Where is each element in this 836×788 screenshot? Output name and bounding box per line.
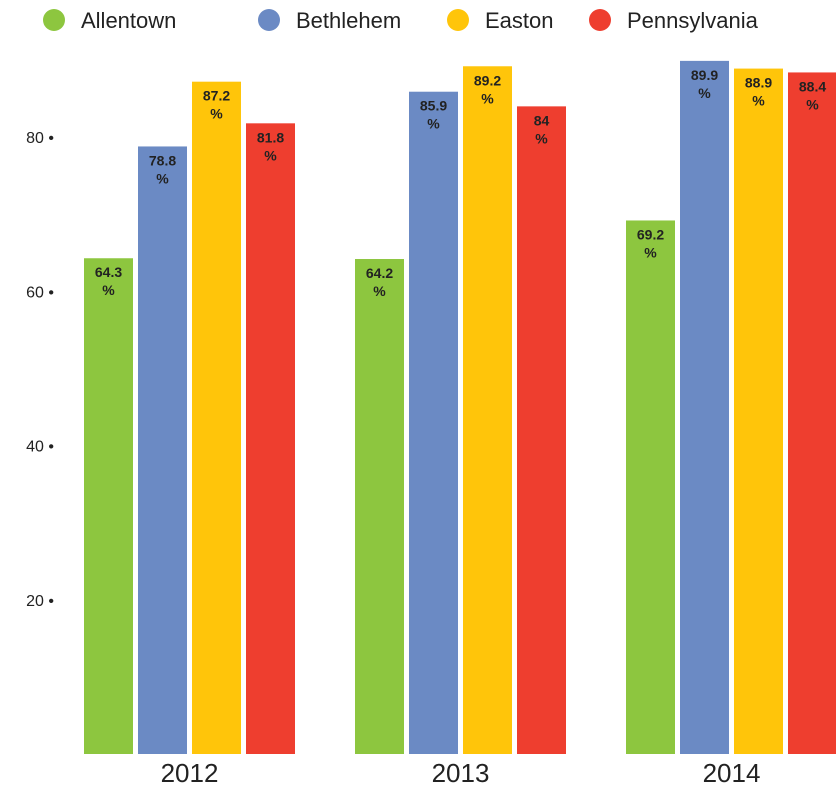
bar-allentown-2014 (626, 220, 675, 754)
y-tick-label-20: 20 • (26, 593, 54, 610)
bar-bethlehem-2013 (409, 91, 458, 754)
bar-label-value-pennsylvania-2014: 88.4 (799, 78, 826, 94)
y-tick-label-80: 80 • (26, 130, 54, 147)
legend-item-pennsylvania: Pennsylvania (589, 8, 759, 33)
bar-label-value-easton-2014: 88.9 (745, 75, 772, 91)
bar-easton-2014 (734, 68, 783, 755)
legend-item-allentown: Allentown (43, 8, 176, 33)
bar-label-unit-allentown-2014: % (644, 244, 657, 260)
legend-label-bethlehem: Bethlehem (296, 8, 401, 33)
legend-swatch-bethlehem (258, 9, 280, 31)
bar-label-value-pennsylvania-2012: 81.8 (257, 129, 284, 145)
y-tick-label-40: 40 • (26, 439, 54, 456)
bar-pennsylvania-2013 (517, 106, 566, 755)
bar-labels: 64.3% 78.8% 87.2% 81.8% 64.2% 85.9% 89.2% 84% 69… (95, 67, 826, 299)
bar-pennsylvania-2014 (788, 72, 836, 755)
bar-label-unit-easton-2013: % (481, 90, 494, 106)
bar-label-value-bethlehem-2012: 78.8 (149, 152, 176, 168)
bar-label-unit-allentown-2013: % (373, 283, 386, 299)
bar-pennsylvania-2012 (246, 123, 295, 754)
bar-label-unit-pennsylvania-2013: % (535, 130, 548, 146)
bar-label-unit-pennsylvania-2012: % (264, 147, 277, 163)
y-axis: 20 • 40 • 60 • 80 • (26, 130, 54, 610)
bars (84, 60, 836, 755)
bar-label-unit-allentown-2012: % (102, 282, 115, 298)
bar-label-value-allentown-2014: 69.2 (637, 226, 664, 242)
legend-label-pennsylvania: Pennsylvania (627, 8, 759, 33)
bar-label-unit-easton-2014: % (752, 93, 765, 109)
bar-label-value-bethlehem-2013: 85.9 (420, 98, 447, 114)
bar-label-value-easton-2012: 87.2 (203, 88, 230, 104)
bar-allentown-2012 (84, 258, 133, 754)
legend-label-easton: Easton (485, 8, 554, 33)
category-label-2013: 2013 (432, 758, 490, 788)
bar-label-value-allentown-2012: 64.3 (95, 264, 122, 280)
bar-easton-2012 (192, 81, 241, 755)
category-label-2012: 2012 (161, 758, 219, 788)
bar-label-value-allentown-2013: 64.2 (366, 265, 393, 281)
bar-bethlehem-2014 (680, 60, 729, 755)
bar-label-unit-bethlehem-2014: % (698, 85, 711, 101)
y-tick-label-60: 60 • (26, 284, 54, 301)
legend-item-easton: Easton (447, 8, 554, 33)
bar-label-value-bethlehem-2014: 89.9 (691, 67, 718, 83)
legend-item-bethlehem: Bethlehem (258, 8, 401, 33)
legend-swatch-easton (447, 9, 469, 31)
bar-label-value-easton-2013: 89.2 (474, 72, 501, 88)
bar-label-unit-bethlehem-2013: % (427, 116, 440, 132)
x-axis: 2012 2013 2014 (161, 758, 761, 788)
legend-swatch-allentown (43, 9, 65, 31)
bar-allentown-2013 (355, 259, 404, 754)
bar-label-unit-pennsylvania-2014: % (806, 96, 819, 112)
bar-label-value-pennsylvania-2013: 84 (534, 112, 550, 128)
bar-bethlehem-2012 (138, 146, 187, 754)
legend-label-allentown: Allentown (81, 8, 176, 33)
category-label-2014: 2014 (703, 758, 761, 788)
legend-swatch-pennsylvania (589, 9, 611, 31)
bar-easton-2013 (463, 66, 512, 754)
bar-label-unit-bethlehem-2012: % (156, 170, 169, 186)
legend: Allentown Bethlehem Easton Pennsylvania (43, 8, 759, 33)
bar-label-unit-easton-2012: % (210, 106, 223, 122)
